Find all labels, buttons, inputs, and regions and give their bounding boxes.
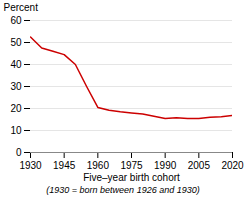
svg-text:1960: 1960 — [87, 160, 110, 171]
svg-text:2005: 2005 — [188, 160, 211, 171]
svg-text:0: 0 — [16, 147, 22, 158]
svg-text:2020: 2020 — [221, 160, 244, 171]
svg-text:30: 30 — [10, 81, 22, 92]
svg-text:Percent: Percent — [4, 2, 39, 13]
html-text:(1930 = born between 1926 and: (1930 = born between 1926 and 1930) — [46, 185, 200, 195]
svg-text:40: 40 — [10, 59, 22, 70]
svg-text:1990: 1990 — [154, 160, 177, 171]
svg-text:1930: 1930 — [19, 160, 42, 171]
svg-text:20: 20 — [10, 103, 22, 114]
svg-text:50: 50 — [10, 37, 22, 48]
svg-text:10: 10 — [10, 125, 22, 136]
svg-text:1945: 1945 — [53, 160, 76, 171]
svg-text:1975: 1975 — [120, 160, 143, 171]
svg-text:60: 60 — [10, 15, 22, 26]
svg-text:Five–year birth cohort: Five–year birth cohort — [83, 172, 180, 183]
